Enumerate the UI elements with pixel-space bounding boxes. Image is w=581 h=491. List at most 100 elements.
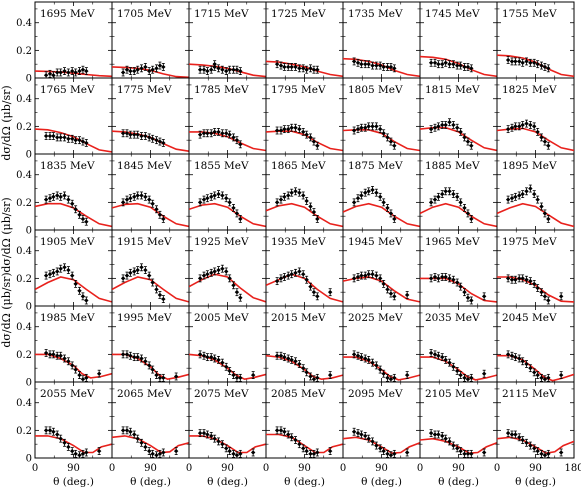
data-point	[428, 198, 434, 207]
data-point	[546, 449, 551, 458]
data-marker	[80, 451, 86, 457]
x-tick-label: 0	[32, 463, 38, 474]
data-point	[447, 118, 452, 127]
data-marker	[447, 120, 452, 125]
data-point	[385, 373, 390, 382]
data-marker	[366, 436, 371, 441]
data-marker	[458, 372, 463, 378]
panel: 1835 MeV 0 0.2 0.4	[16, 153, 113, 237]
data-point	[517, 354, 522, 363]
data-point	[363, 431, 368, 440]
x-tick-label: 0	[494, 463, 500, 474]
data-marker	[451, 443, 456, 448]
data-marker	[62, 440, 67, 445]
data-marker	[436, 124, 441, 129]
data-point	[212, 60, 217, 69]
data-point	[370, 61, 375, 70]
data-marker	[139, 133, 144, 139]
panel-energy-label: 1935 MeV	[271, 236, 326, 248]
data-marker	[447, 360, 452, 365]
data-point	[308, 372, 313, 381]
data-marker	[370, 187, 375, 193]
data-marker	[465, 139, 471, 144]
data-point	[58, 434, 63, 443]
data-marker	[227, 276, 232, 281]
data-marker	[359, 125, 364, 130]
data-point	[51, 192, 56, 201]
data-point	[440, 353, 445, 362]
data-point	[238, 293, 243, 302]
data-marker	[55, 269, 60, 274]
data-point	[436, 351, 441, 360]
data-point	[465, 63, 471, 71]
data-marker	[451, 364, 456, 369]
data-point	[509, 430, 515, 439]
data-marker	[293, 437, 298, 443]
data-marker	[47, 196, 53, 201]
data-point	[278, 426, 284, 435]
data-point	[70, 361, 75, 370]
data-marker	[289, 357, 294, 363]
data-point	[351, 57, 357, 66]
data-point	[147, 447, 152, 455]
data-point	[447, 60, 452, 69]
data-point	[212, 434, 217, 443]
y-tick-label: 0	[26, 74, 32, 85]
data-marker	[47, 428, 53, 433]
data-point	[173, 447, 179, 455]
data-point	[304, 368, 309, 377]
data-point	[297, 64, 302, 73]
data-marker	[520, 359, 525, 364]
data-point	[308, 282, 313, 291]
panel-energy-label: 1885 MeV	[425, 160, 480, 172]
data-marker	[205, 272, 210, 277]
panel: 1745 MeV	[419, 1, 498, 79]
data-point	[458, 282, 463, 291]
data-point	[216, 437, 221, 446]
data-marker	[286, 193, 291, 198]
data-point	[157, 373, 163, 382]
data-point	[80, 137, 86, 146]
data-point	[374, 441, 379, 450]
model-curve	[112, 202, 189, 228]
x-tick-label: 90	[375, 463, 388, 474]
data-marker	[524, 189, 529, 194]
data-marker	[301, 66, 306, 71]
data-point	[469, 64, 474, 73]
data-point	[355, 429, 361, 438]
data-point	[224, 362, 229, 371]
data-point	[220, 264, 225, 273]
data-point	[432, 123, 438, 132]
x-tick-label: 0	[186, 463, 192, 474]
data-point	[381, 279, 386, 288]
data-point	[465, 209, 471, 218]
data-marker	[66, 70, 71, 75]
data-point	[513, 430, 518, 439]
data-point	[120, 129, 126, 138]
data-marker	[451, 277, 456, 282]
data-marker	[139, 66, 144, 71]
data-marker	[378, 367, 383, 372]
panel: 1985 MeV 0 0.2 0.4	[16, 305, 113, 389]
model-curve	[497, 436, 574, 455]
data-point	[293, 268, 298, 277]
data-point	[436, 122, 441, 131]
data-marker	[135, 267, 140, 273]
data-point	[120, 426, 126, 435]
data-point	[128, 427, 133, 436]
data-marker	[201, 67, 207, 72]
data-point	[311, 288, 317, 297]
panel: 1785 MeV	[188, 77, 267, 155]
data-marker	[80, 377, 86, 382]
data-point	[304, 130, 309, 139]
data-marker	[297, 126, 302, 132]
data-marker	[231, 283, 236, 288]
data-marker	[436, 61, 441, 67]
data-point	[447, 274, 452, 283]
data-point	[161, 448, 166, 457]
y-axis-label: dσ/dΩ (μb/sr)	[0, 85, 13, 160]
data-marker	[51, 270, 56, 276]
data-marker	[124, 352, 130, 357]
data-marker	[197, 430, 203, 436]
x-tick-label: 90	[298, 463, 311, 474]
